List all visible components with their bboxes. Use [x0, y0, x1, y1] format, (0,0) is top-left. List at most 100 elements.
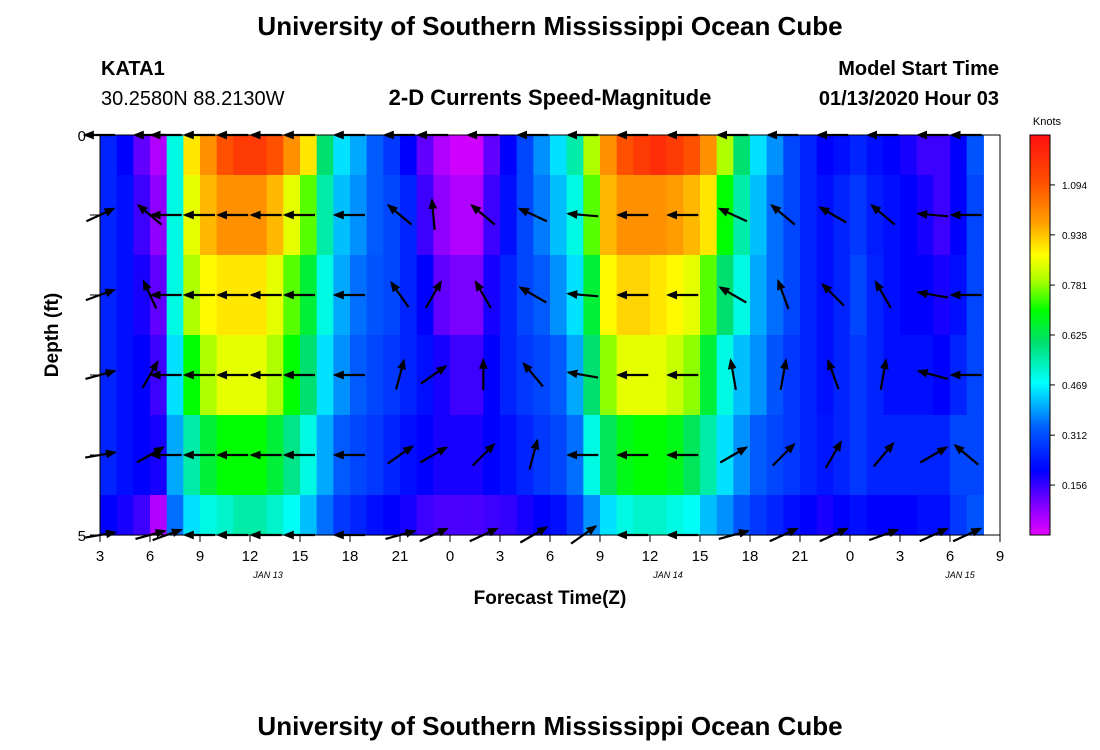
heatmap-cell: [866, 495, 884, 536]
heatmap-cell: [616, 495, 634, 536]
heatmap-cell: [316, 335, 334, 416]
heatmap-cell: [916, 135, 934, 176]
heatmap-cell: [366, 495, 384, 536]
current-vector: [818, 206, 847, 224]
x-tick-label: 3: [896, 548, 904, 565]
heatmap-cell: [500, 135, 518, 176]
heatmap-cell: [100, 135, 118, 176]
heatmap-cell: [183, 135, 201, 176]
heatmap-cell: [650, 135, 668, 176]
current-vector: [517, 207, 548, 223]
heatmap-cell: [766, 175, 784, 256]
heatmap-cell: [466, 175, 484, 256]
heatmap-cell: [816, 335, 834, 416]
heatmap-cell: [633, 495, 651, 536]
heatmap-cell: [450, 415, 468, 496]
heatmap-cell: [133, 335, 151, 416]
heatmap-cell: [900, 255, 918, 336]
current-vector: [386, 203, 413, 226]
heatmap-cell: [716, 135, 734, 176]
heatmap-cell: [116, 135, 134, 176]
current-vector: [821, 282, 845, 307]
heatmap-cell: [516, 255, 534, 336]
heatmap-cell: [850, 415, 868, 496]
heatmap-cell: [116, 335, 134, 416]
heatmap-cell: [400, 335, 418, 416]
heatmap-cell: [366, 415, 384, 496]
colorbar-tick-label: 0.781: [1062, 281, 1087, 292]
heatmap-cell: [716, 495, 734, 536]
current-vector: [387, 445, 415, 465]
heatmap-cell: [433, 415, 451, 496]
heatmap-cell: [650, 495, 668, 536]
heatmap-cell: [116, 415, 134, 496]
current-vector: [770, 203, 796, 226]
model-start-label: Model Start Time: [838, 58, 999, 80]
heatmap-cell: [783, 255, 801, 336]
heatmap-cell: [433, 335, 451, 416]
heatmap-cell: [383, 255, 401, 336]
colorbar-tick-label: 0.156: [1062, 481, 1087, 492]
heatmap-cell: [550, 335, 568, 416]
x-tick-label: 9: [596, 548, 604, 565]
heatmap-cell: [816, 255, 834, 336]
heatmap-cell: [550, 175, 568, 256]
current-vector: [870, 203, 896, 226]
heatmap-cell: [633, 135, 651, 176]
current-vector: [470, 203, 496, 226]
heatmap-cell: [466, 255, 484, 336]
current-vector: [419, 446, 449, 464]
heatmap-cell: [500, 495, 518, 536]
current-vector: [919, 446, 949, 464]
heatmap-cell: [750, 495, 768, 536]
x-tick-label: 9: [196, 548, 204, 565]
current-vector: [390, 280, 410, 308]
colorbar: [1029, 134, 1051, 536]
heatmap-cell: [233, 495, 251, 536]
heatmap-cell: [283, 135, 301, 176]
current-vector: [424, 280, 442, 309]
heatmap-cell: [400, 175, 418, 256]
heatmap-cell: [750, 175, 768, 256]
heatmap-cell: [583, 135, 601, 176]
heatmap-cell: [550, 495, 568, 536]
heatmap-cell: [333, 135, 351, 176]
heatmap-cell: [900, 335, 918, 416]
heatmap-cell: [533, 415, 551, 496]
heatmap-cell: [966, 135, 984, 176]
heatmap-cell: [283, 495, 301, 536]
heatmap-cell: [900, 175, 918, 256]
y-axis: 05: [78, 128, 101, 545]
current-vector: [953, 443, 979, 466]
heatmap-cell: [450, 495, 468, 536]
heatmap-cell: [200, 495, 218, 536]
heatmap-cell: [433, 495, 451, 536]
x-tick-label: 21: [792, 548, 809, 565]
date-label: JAN 15: [944, 570, 976, 580]
heatmap-cell: [366, 135, 384, 176]
chart-subtitle: 2-D Currents Speed-Magnitude: [389, 85, 712, 110]
heatmap-cell: [433, 135, 451, 176]
heatmap-cell: [616, 135, 634, 176]
heatmap-cell: [733, 135, 751, 176]
heatmap-cell: [550, 415, 568, 496]
heatmap-cell: [716, 255, 734, 336]
heatmap-cell: [400, 415, 418, 496]
heatmap-cell: [816, 175, 834, 256]
current-vector: [719, 446, 749, 464]
heatmap-cell: [550, 255, 568, 336]
heatmap-cell: [516, 415, 534, 496]
heatmap-cell: [866, 135, 884, 176]
current-vector: [916, 210, 949, 219]
heatmap-cell: [483, 495, 501, 536]
heatmap-cell: [950, 495, 968, 536]
heatmap-cell: [650, 255, 668, 336]
x-tick-label: 6: [146, 548, 154, 565]
heatmap-cell: [450, 255, 468, 336]
x-tick-label: 21: [392, 548, 409, 565]
x-tick-label: 3: [96, 548, 104, 565]
heatmap-cell: [833, 495, 851, 536]
heatmap-cell: [933, 255, 951, 336]
heatmap-cell: [533, 135, 551, 176]
heatmap-cell: [783, 135, 801, 176]
